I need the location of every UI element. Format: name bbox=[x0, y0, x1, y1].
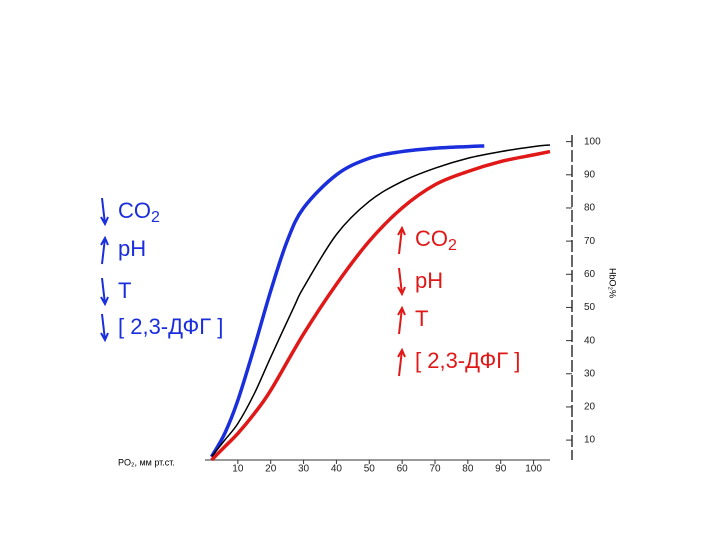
arrow-shaft bbox=[101, 197, 106, 225]
arrow-shaft bbox=[101, 237, 106, 265]
y-tick-label: 100 bbox=[584, 136, 601, 147]
arrow-head bbox=[100, 216, 109, 227]
annotation-subscript: 2 bbox=[448, 237, 457, 254]
arrow-head bbox=[397, 225, 406, 236]
annotation: [ 2,3-ДФГ ] bbox=[118, 314, 223, 339]
arrow-shaft bbox=[101, 277, 106, 305]
annotation-text: [ 2,3-ДФГ ] bbox=[415, 348, 520, 373]
y-tick-label: 40 bbox=[584, 335, 596, 346]
arrow-head bbox=[100, 332, 109, 343]
annotation: CO2 bbox=[118, 198, 160, 226]
x-tick-label: 20 bbox=[265, 464, 277, 475]
curve bbox=[210, 144, 485, 458]
annotation: T bbox=[118, 278, 131, 303]
annotation: [ 2,3-ДФГ ] bbox=[415, 348, 520, 373]
x-tick-label: 10 bbox=[232, 464, 244, 475]
y-tick-label: 60 bbox=[584, 269, 596, 280]
arrow-head bbox=[100, 296, 109, 307]
x-tick-label: 50 bbox=[364, 464, 376, 475]
arrow-shaft bbox=[398, 227, 403, 255]
annotation-text: pH bbox=[415, 268, 443, 293]
arrow-shaft bbox=[398, 349, 403, 377]
x-tick-label: 70 bbox=[429, 464, 441, 475]
x-axis-label: PO₂, мм рт.ст. bbox=[118, 457, 175, 467]
x-tick-label: 40 bbox=[331, 464, 343, 475]
y-tick-label: 90 bbox=[584, 169, 596, 180]
arrow-head bbox=[397, 347, 406, 358]
annotation: pH bbox=[118, 236, 146, 261]
arrow-head bbox=[397, 305, 406, 316]
y-tick-label: 20 bbox=[584, 402, 596, 413]
y-tick-label: 50 bbox=[584, 302, 596, 313]
arrow-shaft bbox=[101, 313, 106, 341]
y-tick-label: 10 bbox=[584, 435, 596, 446]
curve bbox=[210, 149, 551, 462]
annotation-text: T bbox=[118, 278, 131, 303]
annotation-text: [ 2,3-ДФГ ] bbox=[118, 314, 223, 339]
annotation-text: CO bbox=[415, 226, 448, 251]
x-tick-label: 80 bbox=[462, 464, 474, 475]
annotation-text: CO bbox=[118, 198, 151, 223]
y-tick-label: 80 bbox=[584, 203, 596, 214]
arrow-head bbox=[100, 235, 109, 246]
annotation-text: T bbox=[415, 306, 428, 331]
arrow-shaft bbox=[398, 267, 403, 295]
annotation-text: pH bbox=[118, 236, 146, 261]
annotation: pH bbox=[415, 268, 443, 293]
x-tick-label: 60 bbox=[397, 464, 409, 475]
annotation: CO2 bbox=[415, 226, 457, 254]
arrow-head bbox=[397, 286, 406, 297]
y-tick-label: 70 bbox=[584, 236, 596, 247]
annotation-subscript: 2 bbox=[151, 209, 160, 226]
x-tick-label: 100 bbox=[525, 464, 542, 475]
arrow-shaft bbox=[398, 307, 403, 335]
curve bbox=[210, 144, 551, 458]
x-tick-label: 30 bbox=[298, 464, 310, 475]
x-tick-label: 90 bbox=[495, 464, 507, 475]
y-axis-label: HbO₂% bbox=[608, 268, 618, 298]
annotation: T bbox=[415, 306, 428, 331]
y-tick-label: 30 bbox=[584, 368, 596, 379]
